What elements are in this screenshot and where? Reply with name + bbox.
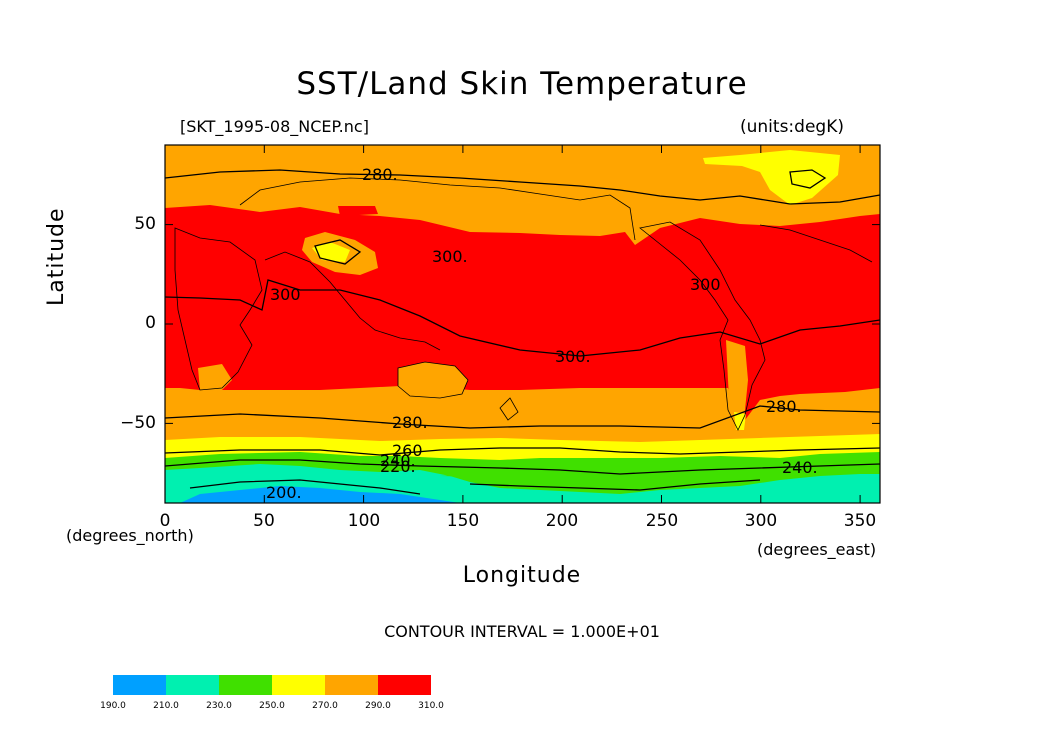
temperature-field: 280. 300. 300 300 300. 280. 280. 260 240… bbox=[165, 145, 880, 503]
y-tick-label: −50 bbox=[120, 413, 156, 433]
file-label: [SKT_1995-08_NCEP.nc] bbox=[180, 117, 369, 136]
colorbar-level-label: 290.0 bbox=[365, 701, 391, 711]
x-tick-label: 300 bbox=[744, 511, 778, 531]
colorbar bbox=[113, 675, 431, 695]
longitude-units: (degrees_east) bbox=[757, 540, 877, 559]
y-ticks bbox=[165, 224, 880, 424]
band-interior bbox=[440, 472, 760, 482]
contour-label: 280. bbox=[766, 397, 802, 416]
x-ticks bbox=[164, 145, 861, 503]
contours bbox=[165, 169, 880, 495]
colorbar-segment bbox=[219, 675, 272, 695]
x-tick-label: 100 bbox=[347, 511, 381, 531]
band-s-africa bbox=[198, 364, 232, 392]
colorbar-segment bbox=[378, 675, 431, 695]
colorbar-level-label: 210.0 bbox=[153, 701, 179, 711]
x-axis-title: Longitude bbox=[462, 563, 582, 588]
x-tick-label: 250 bbox=[645, 511, 679, 531]
band-greenland bbox=[703, 150, 840, 205]
y-tick-label: 50 bbox=[134, 214, 156, 234]
colorbar-level-label: 250.0 bbox=[259, 701, 285, 711]
colorbar-level-label: 310.0 bbox=[418, 701, 444, 711]
x-tick-label: 200 bbox=[545, 511, 579, 531]
contour-label: 200. bbox=[266, 483, 302, 502]
band-tibet-peak bbox=[312, 242, 350, 262]
contour-label: 240. bbox=[782, 458, 818, 477]
contour-label: 220. bbox=[380, 457, 416, 476]
contour-label: 300. bbox=[432, 247, 468, 266]
contour-label: 280. bbox=[362, 165, 398, 184]
band-andes bbox=[726, 340, 748, 430]
colorbar-segment bbox=[113, 675, 166, 695]
band-central-asia bbox=[338, 206, 378, 216]
contour-label: 240. bbox=[380, 451, 416, 470]
coastlines bbox=[174, 177, 873, 431]
contour-interval-label: CONTOUR INTERVAL = 1.000E+01 bbox=[384, 622, 660, 641]
page-title: SST/Land Skin Temperature bbox=[296, 66, 748, 102]
band-australia bbox=[398, 362, 468, 398]
contour-label-group: 280. 300. 300 300 300. 280. 280. 260 240… bbox=[266, 165, 818, 502]
contour-label: 280. bbox=[392, 413, 428, 432]
band-patagonia bbox=[734, 412, 746, 430]
x-tick-label: 50 bbox=[253, 511, 275, 531]
x-tick-label: 0 bbox=[159, 511, 171, 531]
contour-label: 260 bbox=[392, 441, 423, 460]
x-tick-label: 350 bbox=[843, 511, 877, 531]
x-tick-label: 150 bbox=[446, 511, 480, 531]
contour-label: 300 bbox=[690, 275, 721, 294]
band-190-210 bbox=[180, 486, 460, 503]
contour-label: 300 bbox=[270, 285, 301, 304]
colorbar-segment bbox=[272, 675, 325, 695]
band-290-310 bbox=[165, 205, 880, 420]
y-tick-label: 0 bbox=[145, 313, 156, 333]
colorbar-segment bbox=[325, 675, 378, 695]
latitude-units: (degrees_north) bbox=[66, 526, 194, 545]
colorbar-level-label: 190.0 bbox=[100, 701, 126, 711]
colorbar-segment bbox=[166, 675, 219, 695]
units-label: (units:degK) bbox=[740, 117, 844, 137]
colorbar-level-label: 270.0 bbox=[312, 701, 338, 711]
contour-label: 300. bbox=[555, 347, 591, 366]
colorbar-level-label: 230.0 bbox=[206, 701, 232, 711]
